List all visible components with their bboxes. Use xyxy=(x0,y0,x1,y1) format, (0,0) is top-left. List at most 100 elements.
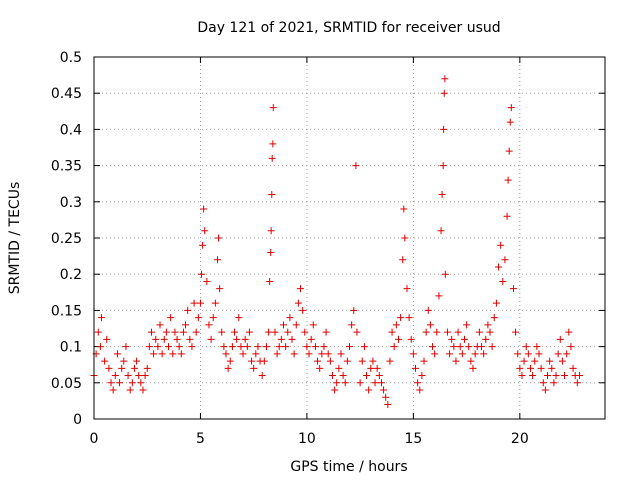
data-point xyxy=(218,328,226,336)
data-point xyxy=(109,386,117,394)
data-point xyxy=(222,350,230,358)
data-point xyxy=(346,343,353,351)
data-point xyxy=(397,314,405,322)
data-point xyxy=(150,350,158,358)
data-point xyxy=(207,335,215,343)
data-point xyxy=(122,343,130,351)
y-tick-label: 0.15 xyxy=(51,303,82,319)
data-point xyxy=(188,343,196,351)
data-point xyxy=(418,372,426,380)
data-point xyxy=(152,335,160,343)
data-point xyxy=(326,357,334,365)
data-point xyxy=(495,263,503,271)
data-point xyxy=(169,350,177,358)
data-point xyxy=(353,328,361,336)
data-point xyxy=(160,335,168,343)
data-point xyxy=(111,372,119,380)
data-point xyxy=(94,328,102,336)
data-point xyxy=(139,386,147,394)
data-point xyxy=(97,314,105,322)
data-point xyxy=(450,343,458,351)
data-point xyxy=(343,357,351,365)
data-point xyxy=(437,227,445,235)
data-point xyxy=(535,350,543,358)
data-point xyxy=(282,343,290,351)
data-point xyxy=(388,328,396,336)
data-point xyxy=(409,350,417,358)
data-point xyxy=(426,321,434,329)
data-point xyxy=(201,227,209,235)
data-point xyxy=(390,343,398,351)
data-point xyxy=(288,335,296,343)
data-point xyxy=(518,372,526,380)
data-point xyxy=(203,277,211,285)
data-point xyxy=(314,357,322,365)
data-point xyxy=(237,343,245,351)
data-point xyxy=(147,328,155,336)
data-point xyxy=(506,118,514,126)
data-point xyxy=(554,350,562,358)
chart-title: Day 121 of 2021, SRMTID for receiver usu… xyxy=(197,20,500,36)
y-tick-label: 0.45 xyxy=(51,86,82,102)
data-point xyxy=(435,292,443,300)
data-point xyxy=(301,328,309,336)
y-tick-label: 0.25 xyxy=(51,231,82,247)
data-point xyxy=(286,314,294,322)
data-point xyxy=(416,386,424,394)
data-point xyxy=(373,364,381,372)
data-point xyxy=(363,372,371,380)
data-point xyxy=(239,350,247,358)
data-point xyxy=(267,227,275,235)
y-tick-label: 0 xyxy=(73,412,82,428)
x-axis-ticks: 0 5 10 15 20 xyxy=(90,57,529,447)
x-tick-label: 5 xyxy=(196,431,205,447)
data-point xyxy=(452,357,460,365)
y-tick-label: 0.3 xyxy=(60,195,82,211)
data-point xyxy=(316,364,324,372)
data-point xyxy=(186,335,194,343)
y-tick-label: 0.05 xyxy=(51,376,82,392)
data-point xyxy=(446,350,454,358)
data-point xyxy=(414,379,422,387)
data-point xyxy=(429,343,437,351)
data-point xyxy=(467,357,475,365)
data-point xyxy=(307,335,315,343)
grid-lines xyxy=(94,57,605,419)
data-point xyxy=(499,277,507,285)
x-axis-label: GPS time / hours xyxy=(290,459,407,475)
data-point xyxy=(126,386,134,394)
data-point xyxy=(118,364,126,372)
data-point xyxy=(205,321,213,329)
data-point xyxy=(497,241,505,249)
data-point xyxy=(101,357,109,365)
data-point xyxy=(488,343,496,351)
data-point xyxy=(277,335,285,343)
data-point xyxy=(116,379,124,387)
data-point xyxy=(478,343,486,351)
data-point xyxy=(529,372,537,380)
data-point xyxy=(271,328,279,336)
data-point xyxy=(407,335,415,343)
data-point xyxy=(311,343,319,351)
data-point xyxy=(503,212,511,220)
data-point xyxy=(405,314,413,322)
data-point xyxy=(262,343,270,351)
data-point xyxy=(440,125,448,133)
data-point xyxy=(558,357,566,365)
data-point xyxy=(130,364,138,372)
data-point xyxy=(443,328,451,336)
data-point xyxy=(145,343,153,351)
data-point xyxy=(484,321,492,329)
data-point xyxy=(482,335,490,343)
data-point xyxy=(196,299,204,307)
data-point xyxy=(243,343,251,351)
data-point xyxy=(375,372,383,380)
data-point xyxy=(537,364,545,372)
x-tick-label: 15 xyxy=(404,431,422,447)
data-point xyxy=(384,401,392,409)
data-point xyxy=(248,357,256,365)
data-point xyxy=(284,328,292,336)
data-point xyxy=(382,393,390,401)
data-point xyxy=(135,372,143,380)
